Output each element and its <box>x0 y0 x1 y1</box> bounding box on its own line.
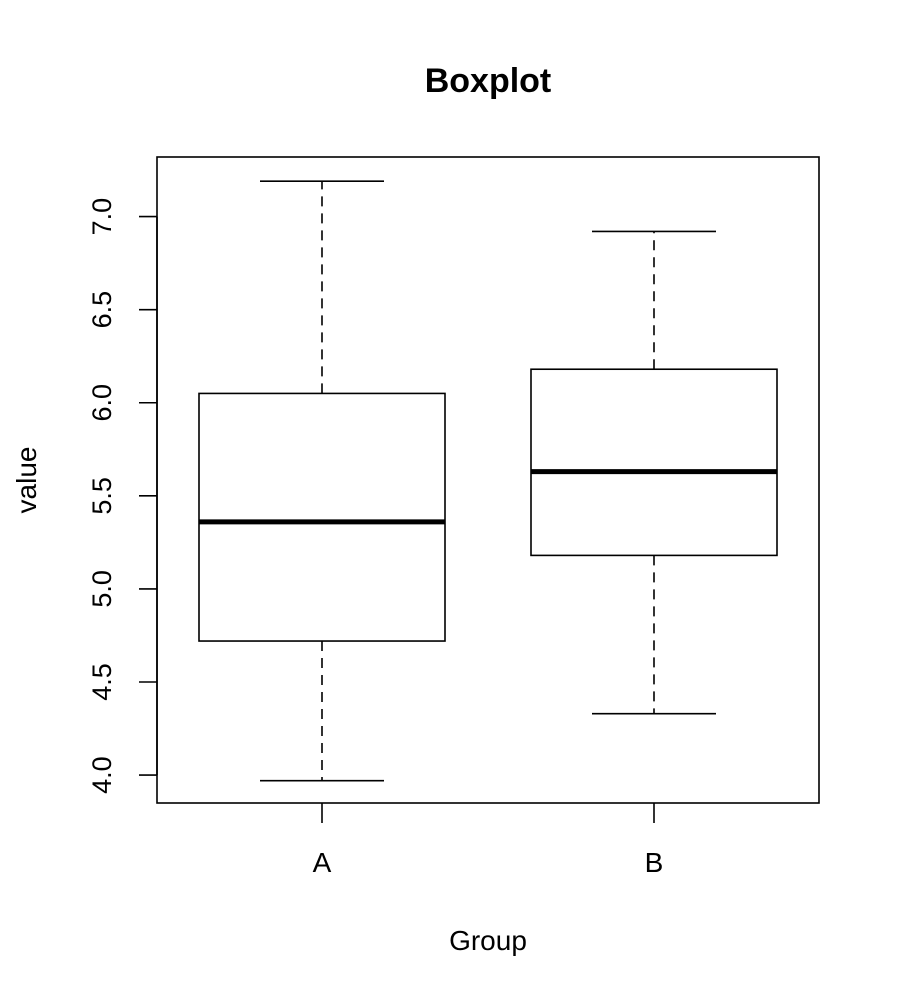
x-tick-label: B <box>645 847 664 878</box>
x-axis-label: Group <box>449 925 527 956</box>
y-tick-label: 4.5 <box>87 663 117 701</box>
y-tick-label: 6.5 <box>87 291 117 329</box>
y-tick-label: 5.5 <box>87 477 117 515</box>
y-tick-label: 5.0 <box>87 570 117 608</box>
box-group-a <box>198 180 446 782</box>
y-tick-label: 7.0 <box>87 198 117 236</box>
y-axis-label: value <box>11 447 42 514</box>
boxes <box>198 180 778 782</box>
chart-title: Boxplot <box>425 62 552 100</box>
iqr-box <box>530 368 778 557</box>
y-tick-label: 4.0 <box>87 756 117 794</box>
iqr-box <box>198 392 446 642</box>
y-axis: 4.0 4.5 5.0 5.5 6.0 6.5 7.0 <box>87 198 158 794</box>
x-tick-label: A <box>313 847 332 878</box>
box-group-b <box>530 230 778 715</box>
y-tick-label: 6.0 <box>87 384 117 422</box>
